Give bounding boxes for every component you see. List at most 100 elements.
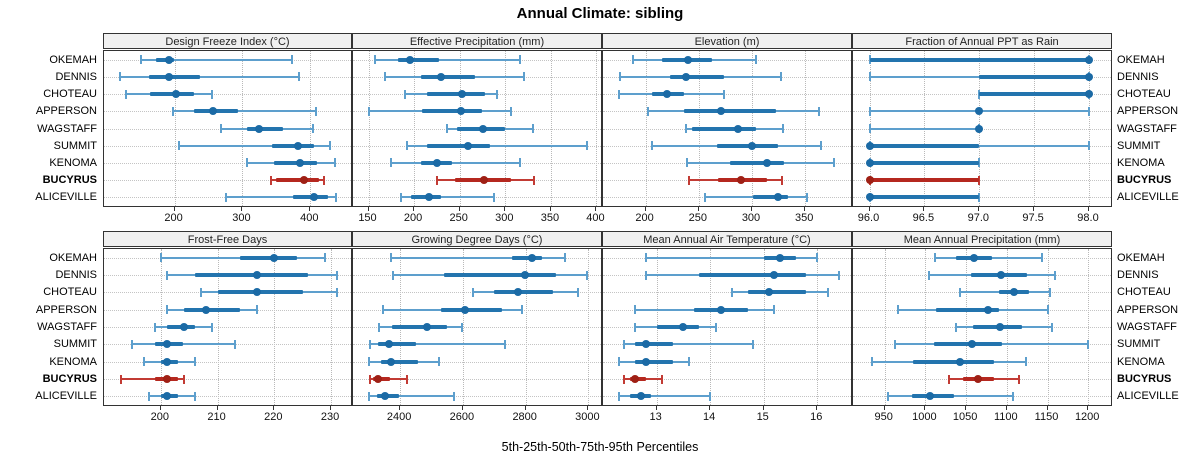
median-dot-50th xyxy=(1085,55,1093,64)
axis-tick xyxy=(655,406,657,410)
whisker-cap xyxy=(373,55,376,65)
iqr-bar-25th-75th xyxy=(670,74,725,79)
axis-tick xyxy=(1087,406,1089,410)
median-dot-50th xyxy=(424,193,433,202)
whisker-cap xyxy=(644,270,647,280)
median-dot-50th xyxy=(463,141,472,150)
site-label-right: ALICEVILLE xyxy=(1117,191,1179,204)
whisker-cap xyxy=(406,374,409,384)
whisker-cap xyxy=(1049,287,1051,297)
whisker-cap xyxy=(139,55,142,65)
axis-tick-label: 14 xyxy=(702,411,716,423)
axis-tick-label: 200 xyxy=(150,411,169,423)
site-label-left: ALICEVILLE xyxy=(35,390,97,403)
median-dot-50th xyxy=(171,90,180,99)
median-dot-50th xyxy=(737,176,746,185)
median-dot-50th xyxy=(423,323,432,331)
median-dot-50th xyxy=(865,141,874,150)
whisker-cap xyxy=(159,253,162,263)
axis-tick-label: 1150 xyxy=(1034,411,1059,423)
site-label-right: SUMMIT xyxy=(1117,338,1161,351)
iqr-bar-25th-75th xyxy=(440,307,503,312)
whisker-cap xyxy=(531,124,534,133)
site-label-left: OKEMAH xyxy=(49,53,97,66)
whisker-cap xyxy=(329,141,331,151)
iqr-bar-25th-75th xyxy=(276,178,320,183)
axis-tick-label: 2600 xyxy=(449,411,475,423)
iqr-bar-25th-75th xyxy=(148,74,200,79)
axis-tick xyxy=(978,207,980,211)
whisker-cap xyxy=(623,339,626,349)
median-dot-50th xyxy=(202,305,211,314)
whisker-cap xyxy=(837,270,840,280)
median-dot-50th xyxy=(641,357,650,366)
iqr-bar-25th-75th xyxy=(692,126,757,131)
axis-tick-label: 350 xyxy=(795,212,814,224)
whisker-cap xyxy=(119,72,122,82)
axis-tick-label: 1000 xyxy=(912,411,937,423)
whisker-cap xyxy=(125,89,128,99)
whisker-cap xyxy=(172,106,175,116)
whisker-cap xyxy=(391,270,394,280)
site-label-right: CHOTEAU xyxy=(1117,286,1171,299)
axis-tick-label: 250 xyxy=(688,212,707,224)
median-dot-50th xyxy=(456,107,465,116)
site-label-left: WAGSTAFF xyxy=(37,122,97,135)
iqr-bar-25th-75th xyxy=(753,195,789,200)
gridline xyxy=(603,327,851,328)
whisker-cap xyxy=(927,270,930,280)
axis-tick xyxy=(216,406,218,410)
axis-tick xyxy=(549,207,551,211)
panel-header-0: Design Freeze Index (°C) xyxy=(103,33,352,49)
whisker-cap xyxy=(404,89,406,99)
axis-tick-label: 250 xyxy=(449,212,468,224)
whisker-5th-95th xyxy=(140,58,292,61)
axis-tick xyxy=(1046,406,1048,410)
site-label-right: APPERSON xyxy=(1117,303,1179,316)
site-label-left: WAGSTAFF xyxy=(37,321,97,333)
median-dot-50th xyxy=(682,72,690,81)
whisker-cap xyxy=(660,374,663,384)
whisker-cap xyxy=(493,192,496,202)
median-dot-50th xyxy=(865,158,874,167)
median-dot-50th xyxy=(209,107,218,116)
whisker-5th-95th xyxy=(391,161,520,164)
site-label-left: BUCYRUS xyxy=(42,373,97,385)
whisker-cap xyxy=(165,270,168,280)
site-label-left: KENOMA xyxy=(49,355,97,368)
median-dot-50th xyxy=(679,323,688,331)
whisker-cap xyxy=(503,339,506,349)
whisker-cap xyxy=(1011,391,1014,401)
median-dot-50th xyxy=(765,288,773,297)
whisker-cap xyxy=(755,55,758,65)
whisker-5th-95th xyxy=(390,256,565,259)
whisker-cap xyxy=(730,287,733,297)
iqr-bar-25th-75th xyxy=(716,143,778,148)
whisker-cap xyxy=(634,322,637,332)
iqr-bar-25th-75th xyxy=(699,273,807,277)
whisker-cap xyxy=(120,374,122,384)
axis-tick xyxy=(804,207,806,211)
axis-tick-label: 200 xyxy=(635,212,654,224)
median-dot-50th xyxy=(386,357,395,366)
panel-plot-2 xyxy=(602,50,852,207)
percentiles-caption: 5th-25th-50th-75th-95th Percentiles xyxy=(501,440,699,454)
site-label-left: APPERSON xyxy=(35,303,97,316)
site-label-right: OKEMAH xyxy=(1117,251,1165,264)
whisker-cap xyxy=(193,391,196,401)
whisker-cap xyxy=(312,124,314,133)
whisker-cap xyxy=(520,305,523,315)
median-dot-50th xyxy=(165,55,174,64)
iqr-bar-25th-75th xyxy=(869,57,1090,62)
whisker-cap xyxy=(868,72,871,82)
gridline xyxy=(603,94,851,96)
iqr-bar-25th-75th xyxy=(683,109,777,114)
iqr-bar-25th-75th xyxy=(869,143,980,148)
median-dot-50th xyxy=(1085,90,1093,99)
axis-tick xyxy=(883,406,885,410)
median-dot-50th xyxy=(631,375,640,383)
whisker-cap xyxy=(1018,374,1020,384)
whisker-cap xyxy=(896,305,899,315)
iqr-bar-25th-75th xyxy=(194,273,309,277)
site-label-left: DENNIS xyxy=(55,70,97,83)
